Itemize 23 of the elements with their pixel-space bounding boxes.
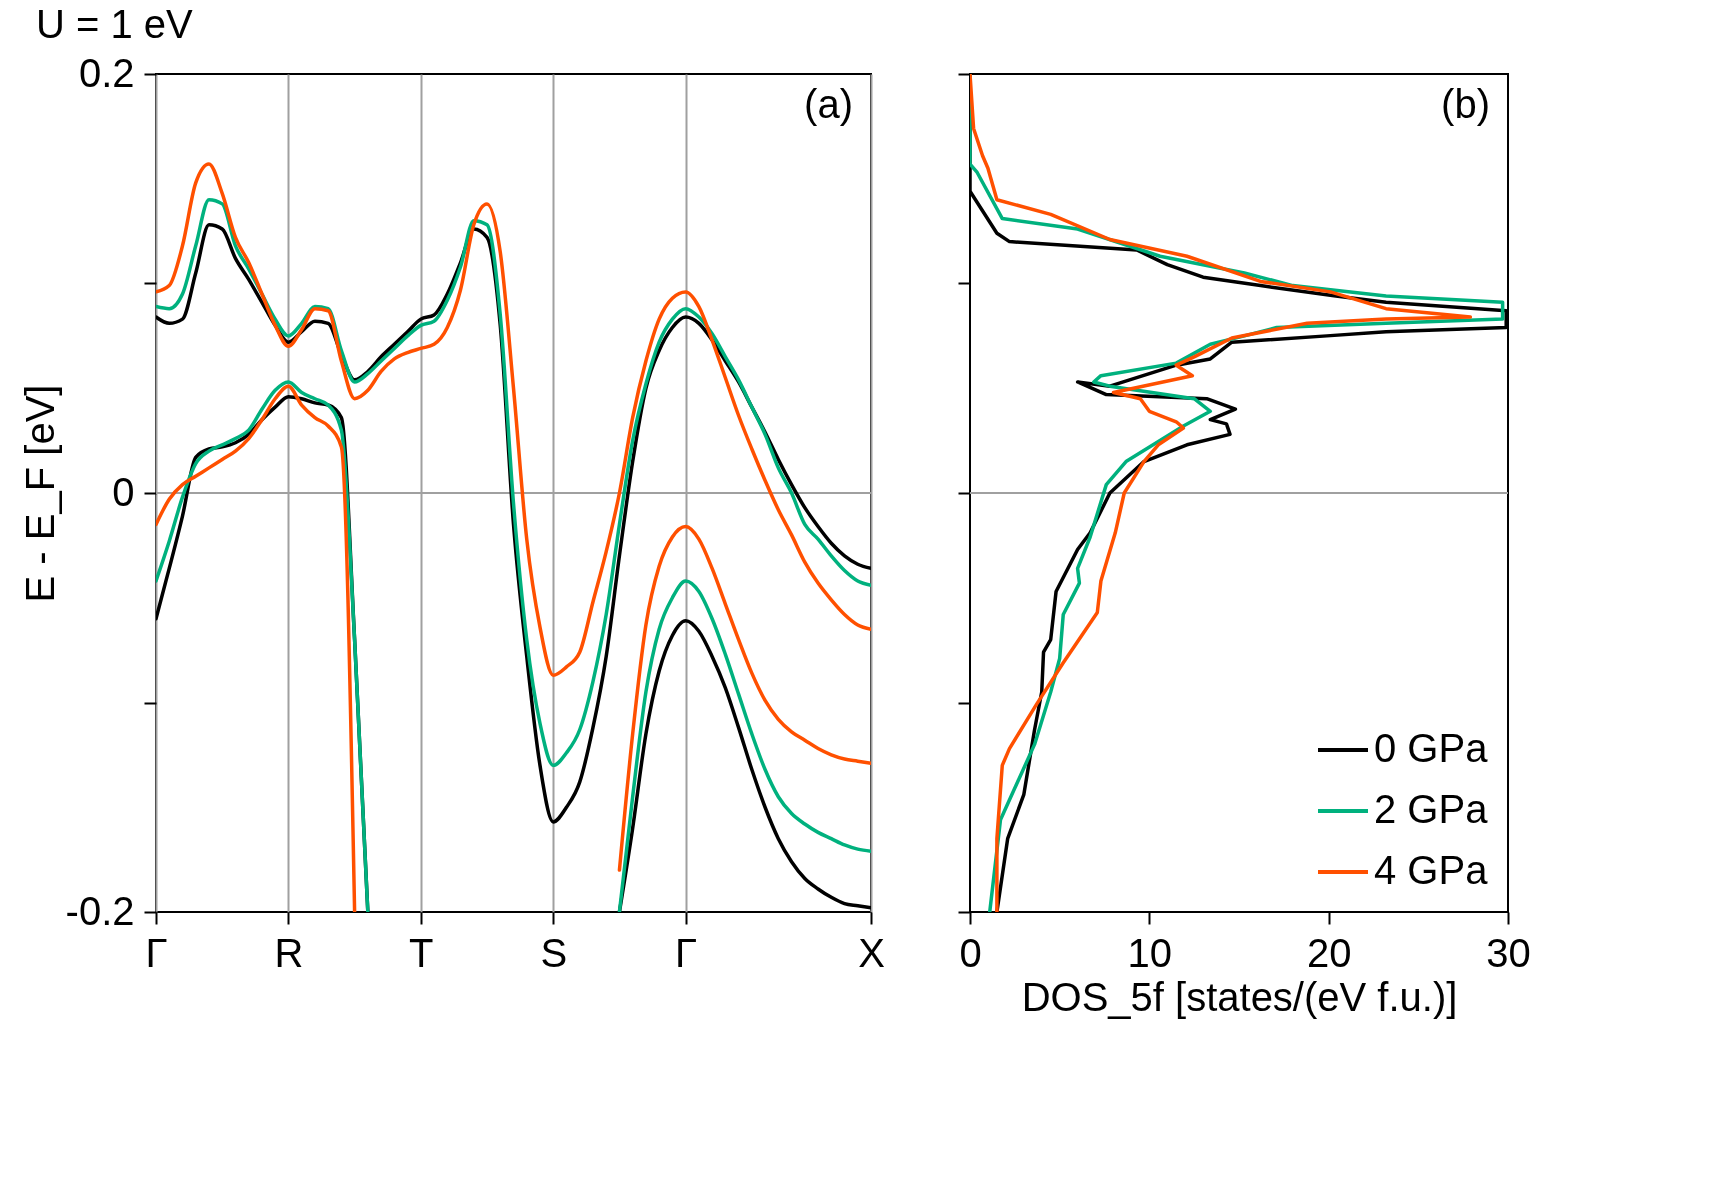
legend-label: 4 GPa — [1374, 848, 1489, 892]
y-tick-label: 0 — [112, 469, 135, 514]
y-tick-label: -0.2 — [65, 888, 135, 933]
x-tick-label: T — [409, 930, 434, 975]
x-tick-label: Γ — [675, 930, 698, 975]
x-tick-label: 20 — [1306, 930, 1352, 975]
x-tick-label: S — [540, 930, 568, 975]
chart-title: U = 1 eV — [36, 2, 194, 46]
x-tick-label: 0 — [959, 930, 982, 975]
y-axis-title: E - E_F [eV] — [17, 384, 62, 603]
x-tick-label: X — [858, 930, 885, 975]
line-series — [156, 162, 871, 678]
x-tick-label: R — [274, 930, 304, 975]
x-tick-label: 10 — [1127, 930, 1173, 975]
annotation: (a) — [804, 82, 853, 126]
line-series — [617, 524, 871, 872]
x-tick-label: 30 — [1486, 930, 1531, 975]
y-tick-label: 0.2 — [78, 50, 135, 95]
annotation: (b) — [1441, 82, 1490, 126]
legend-label: 0 GPa — [1374, 726, 1489, 770]
x-axis-title: DOS_5f [states/(eV f.u.)] — [1021, 974, 1458, 1019]
x-tick-label: Γ — [145, 930, 168, 975]
legend-label: 2 GPa — [1374, 787, 1489, 831]
